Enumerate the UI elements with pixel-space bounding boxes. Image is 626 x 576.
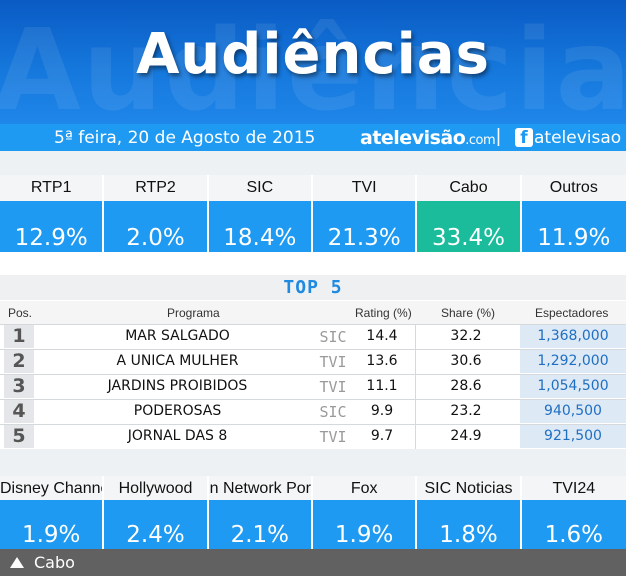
channel-share-cabo: 33.4% <box>417 201 522 252</box>
program-rating: 14.4 <box>366 328 398 344</box>
cable-label-hollywood: Hollywood <box>104 476 209 502</box>
program-channel: TVI <box>319 428 347 446</box>
footer-bar[interactable]: Cabo <box>0 549 626 576</box>
program-name: PODEROSAS <box>133 403 222 419</box>
cable-label-sic-noticias: SIC Noticias <box>417 476 522 502</box>
program-name: JORNAL DAS 8 <box>127 428 228 444</box>
program-viewers: 921,500 <box>520 425 626 448</box>
program-rating: 11.1 <box>366 378 398 394</box>
program-viewers: 1,368,000 <box>520 325 626 348</box>
brand-suffix: .com <box>465 133 496 148</box>
column-header-pos: Pos. <box>8 306 33 320</box>
column-divider <box>415 400 416 424</box>
cable-share-fox: 1.9% <box>312 500 418 549</box>
column-header-rating: Rating (%) <box>355 306 412 320</box>
facebook-icon[interactable]: f <box>515 128 533 148</box>
spacer-strip-2 <box>0 252 626 275</box>
column-header-program: Programa <box>167 306 220 320</box>
header-watermark: Audiências <box>0 6 626 124</box>
program-rating: 9.9 <box>370 403 394 419</box>
program-share: 24.9 <box>450 428 482 444</box>
cable-label-cartoon-network-text: Cartoon Network Por <box>209 480 311 497</box>
program-viewers: 1,054,500 <box>520 375 626 398</box>
footer-label: Cabo <box>34 553 75 572</box>
broadcast-date: 5ª feira, 20 de Agosto de 2015 <box>54 128 316 148</box>
program-channel: SIC <box>319 403 347 421</box>
channel-label-cabo: Cabo <box>417 175 522 201</box>
program-share: 32.2 <box>450 328 482 344</box>
channel-label-rtp2: RTP2 <box>104 175 209 201</box>
rank-number: 3 <box>4 375 34 398</box>
channel-share-tvi: 21.3% <box>312 201 418 252</box>
rank-number: 5 <box>4 425 34 448</box>
channel-share-sic: 18.4% <box>208 201 313 252</box>
channel-share-rtp1: 12.9% <box>0 201 105 252</box>
column-header-viewers: Espectadores <box>535 306 609 320</box>
header-banner: Audiências Audiências <box>0 0 626 124</box>
channel-share-rtp2: 2.0% <box>104 201 209 252</box>
table-row: 1 MAR SALGADO SIC 14.4 32.2 1,368,000 <box>0 324 626 349</box>
cable-share-cartoon-network: 2.1% <box>208 500 313 549</box>
table-row: 3 JARDINS PROIBIDOS TVI 11.1 28.6 1,054,… <box>0 374 626 399</box>
cable-values-row: 1.9% 2.4% 2.1% 1.9% 1.8% 1.6% <box>0 500 626 549</box>
program-name: MAR SALGADO <box>125 328 230 344</box>
program-viewers: 940,500 <box>520 400 626 423</box>
spacer-strip-3 <box>0 449 626 476</box>
rank-number: 1 <box>4 325 34 348</box>
site-brand-link[interactable]: atelevisão.com <box>360 127 496 149</box>
channel-label-sic: SIC <box>208 175 313 201</box>
rank-number: 4 <box>4 400 34 423</box>
program-name: A UNICA MULHER <box>116 353 239 369</box>
cable-label-disney: Disney Channel <box>0 476 105 502</box>
program-rating: 9.7 <box>370 428 394 444</box>
channel-values-row: 12.9% 2.0% 18.4% 21.3% 33.4% 11.9% <box>0 201 626 252</box>
cable-share-sic-noticias: 1.8% <box>417 500 522 549</box>
cable-share-tvi24: 1.6% <box>521 500 626 549</box>
facebook-handle-link[interactable]: atelevisao <box>534 128 622 148</box>
channel-label-tvi: TVI <box>312 175 418 201</box>
table-row: 4 PODEROSAS SIC 9.9 23.2 940,500 <box>0 399 626 424</box>
table-row: 2 A UNICA MULHER TVI 13.6 30.6 1,292,000 <box>0 349 626 374</box>
program-channel: TVI <box>319 353 347 371</box>
rank-number: 2 <box>4 350 34 373</box>
brand-separator: | <box>496 126 501 147</box>
brand-main: atelevisão <box>360 127 466 149</box>
cable-label-fox: Fox <box>312 476 418 502</box>
cable-share-hollywood: 2.4% <box>104 500 209 549</box>
program-viewers: 1,292,000 <box>520 350 626 373</box>
program-rating: 13.6 <box>366 353 398 369</box>
triangle-up-icon <box>10 557 24 568</box>
program-share: 23.2 <box>450 403 482 419</box>
program-channel: TVI <box>319 378 347 396</box>
cable-share-disney: 1.9% <box>0 500 105 549</box>
column-divider <box>415 325 416 349</box>
column-divider <box>415 375 416 399</box>
channel-labels-row: RTP1 RTP2 SIC TVI Cabo Outros <box>0 175 626 201</box>
program-name: JARDINS PROIBIDOS <box>107 378 248 394</box>
cable-label-cartoon-network: Cartoon Network Por <box>208 476 313 502</box>
channel-label-outros: Outros <box>521 175 626 201</box>
channel-label-rtp1: RTP1 <box>0 175 105 201</box>
top5-title: TOP 5 <box>0 275 626 300</box>
spacer-strip <box>0 151 626 175</box>
column-divider <box>415 350 416 374</box>
channel-share-outros: 11.9% <box>521 201 626 252</box>
page-title: Audiências <box>136 22 490 87</box>
top5-header-row: Pos. Programa Rating (%) Share (%) Espec… <box>0 301 626 324</box>
program-share: 28.6 <box>450 378 482 394</box>
cable-label-tvi24: TVI24 <box>521 476 626 502</box>
cable-labels-row: Disney Channel Hollywood Cartoon Network… <box>0 476 626 502</box>
date-bar: 5ª feira, 20 de Agosto de 2015 atelevisã… <box>0 124 626 151</box>
column-divider <box>415 425 416 449</box>
column-header-share: Share (%) <box>441 306 496 320</box>
program-channel: SIC <box>319 328 347 346</box>
program-share: 30.6 <box>450 353 482 369</box>
table-row: 5 JORNAL DAS 8 TVI 9.7 24.9 921,500 <box>0 424 626 449</box>
